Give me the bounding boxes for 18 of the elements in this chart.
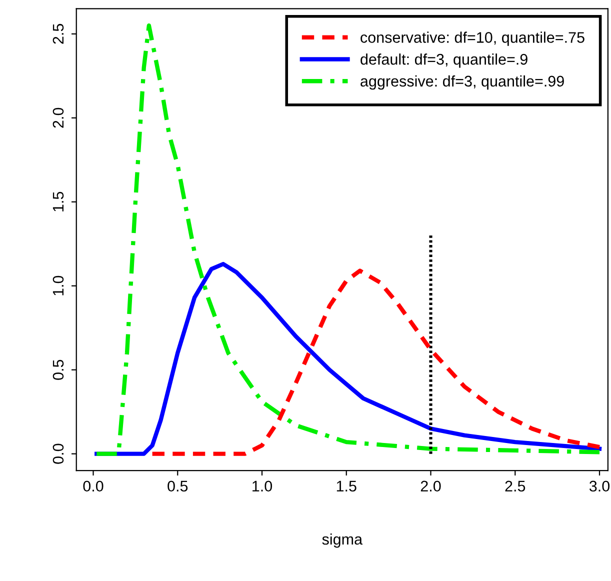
legend-label: default: df=3, quantile=.9 — [360, 54, 528, 68]
x-tick-label: 1.5 — [336, 480, 356, 492]
x-axis-title: sigma — [322, 533, 363, 548]
x-tick-label: 0.5 — [168, 480, 188, 492]
legend-label: aggressive: df=3, quantile=.99 — [360, 75, 564, 90]
y-tick-label: 2.0 — [52, 108, 64, 128]
x-tick-label: 0.0 — [83, 480, 104, 492]
line-series — [94, 23, 602, 456]
x-tick-label: 2.0 — [420, 480, 441, 492]
x-tick-label: 3.0 — [589, 480, 610, 492]
y-tick-label: 1.5 — [52, 192, 64, 212]
x-tick-label: 1.0 — [252, 480, 272, 492]
y-tick-label: 0.5 — [52, 360, 64, 380]
x-tick-label: 2.5 — [505, 480, 526, 492]
y-tick-label: 0.0 — [52, 444, 64, 464]
y-tick-label: 1.0 — [52, 276, 64, 296]
legend-label: conservative: df=10, quantile=.75 — [360, 32, 584, 46]
y-tick-label: 2.5 — [52, 24, 64, 44]
